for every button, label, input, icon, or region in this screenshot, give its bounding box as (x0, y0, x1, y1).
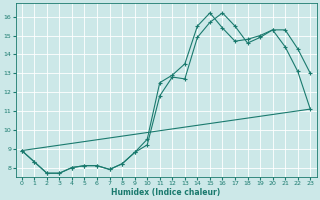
X-axis label: Humidex (Indice chaleur): Humidex (Indice chaleur) (111, 188, 221, 197)
